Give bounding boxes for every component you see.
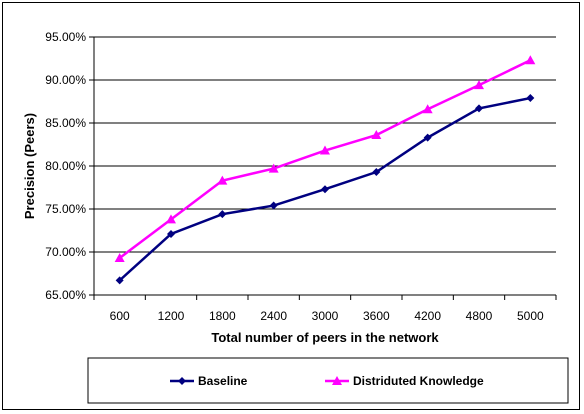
x-tick-labels: 600 1200 1800 2400 3000 3600 4200 4800 5000 [110,309,544,323]
y-tick-label-5: 90.00% [45,73,86,87]
y-tick-label-4: 85.00% [45,116,86,130]
series-baseline [115,94,535,285]
point-distriduted-knowledge-3600 [371,130,382,140]
series-distriduted-knowledge [114,55,536,263]
point-distriduted-knowledge-600 [114,253,125,263]
point-baseline-600 [115,276,124,285]
axes [89,36,557,300]
point-baseline-3000 [321,185,329,194]
gridlines [94,36,556,253]
y-tick-label-0: 65.00% [45,288,86,302]
x-tick-label-4800: 4800 [466,309,493,323]
x-tick-label-4200: 4200 [414,309,441,323]
legend: Baseline Distriduted Knowledge [170,374,484,388]
y-tick-label-6: 95.00% [45,30,86,44]
point-distriduted-knowledge-5000 [525,55,536,65]
x-tick-label-3600: 3600 [363,309,390,323]
point-distriduted-knowledge-1800 [217,175,228,185]
point-baseline-1200 [167,229,175,238]
point-distriduted-knowledge-1200 [166,214,176,224]
legend-label-baseline: Baseline [198,374,248,388]
y-tick-labels: 65.00% 70.00% 75.00% 80.00% 85.00% 90.00% 95.0… [45,30,86,302]
x-tick-label-600: 600 [110,309,130,323]
point-distriduted-knowledge-3000 [320,145,330,155]
x-tick-label-5000: 5000 [517,309,544,323]
point-distriduted-knowledge-4800 [474,80,484,90]
legend-marker-distriduted-knowledge [332,376,342,385]
point-distriduted-knowledge-2400 [268,163,279,173]
point-baseline-3600 [372,168,381,177]
series-line-distriduted-knowledge [118,59,531,260]
x-tick-label-2400: 2400 [260,309,287,323]
legend-label-distriduted-knowledge: Distriduted Knowledge [353,374,484,388]
y-axis-title: Precision (Peers) [22,113,37,219]
x-axis-title: Total number of peers in the network [211,330,439,345]
y-tick-label-1: 70.00% [45,245,86,259]
point-baseline-4200 [423,133,432,142]
legend-marker-baseline [178,377,186,385]
point-baseline-4800 [475,104,483,113]
point-distriduted-knowledge-4200 [422,104,433,114]
x-tick-label-1200: 1200 [158,309,185,323]
point-baseline-1800 [218,210,227,219]
x-tick-label-1800: 1800 [209,309,236,323]
y-tick-label-2: 75.00% [45,202,86,216]
point-baseline-5000 [526,94,535,103]
series [114,55,536,285]
chart-frame [2,2,580,410]
point-baseline-2400 [269,201,278,210]
x-tick-label-3000: 3000 [312,309,339,323]
y-tick-label-3: 80.00% [45,159,86,173]
